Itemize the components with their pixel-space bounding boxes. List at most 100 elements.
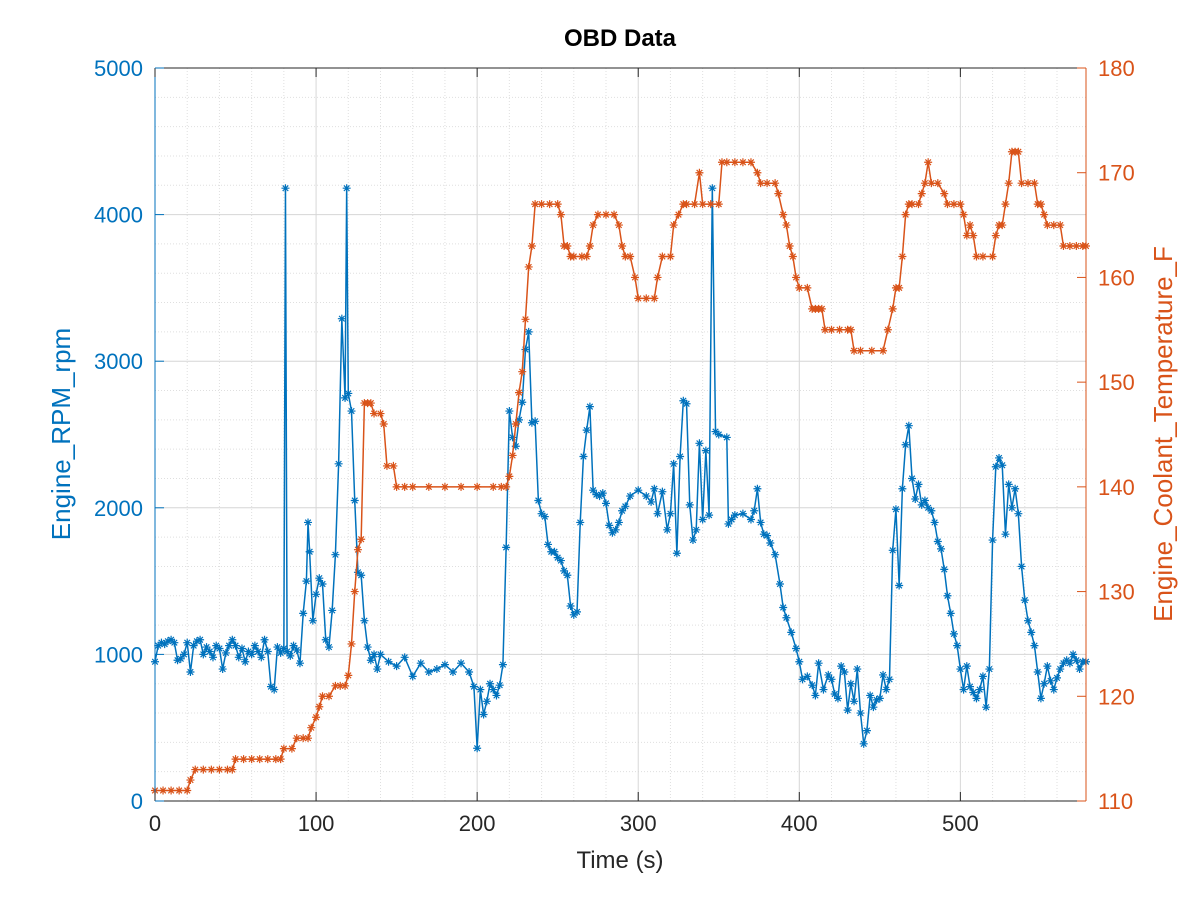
rpm-point bbox=[221, 648, 230, 657]
rpm-point bbox=[347, 407, 356, 416]
rpm-point bbox=[792, 644, 801, 653]
rpm-point bbox=[972, 694, 981, 703]
rpm-point bbox=[534, 496, 543, 505]
rpm-point bbox=[334, 459, 343, 468]
rpm-point bbox=[824, 670, 833, 679]
rpm-point bbox=[701, 446, 710, 455]
coolant-point bbox=[988, 252, 997, 261]
rpm-point bbox=[840, 667, 849, 676]
coolant-point bbox=[940, 189, 949, 198]
coolant-point bbox=[424, 482, 433, 491]
rpm-point bbox=[605, 521, 614, 530]
rpm-point bbox=[708, 184, 717, 193]
rpm-point bbox=[811, 691, 820, 700]
rpm-point bbox=[908, 474, 917, 483]
coolant-point bbox=[924, 158, 933, 167]
coolant-point bbox=[630, 273, 639, 282]
rpm-point bbox=[676, 452, 685, 461]
rpm-point bbox=[263, 647, 272, 656]
rpm-point bbox=[511, 442, 520, 451]
coolant-point bbox=[614, 221, 623, 230]
coolant-point bbox=[827, 325, 836, 334]
coolant-point bbox=[392, 482, 401, 491]
rpm-point bbox=[1004, 480, 1013, 489]
rpm-point bbox=[505, 407, 514, 416]
coolant-point bbox=[1001, 200, 1010, 209]
coolant-point bbox=[239, 755, 248, 764]
rpm-point bbox=[930, 518, 939, 527]
rpm-point bbox=[366, 656, 375, 665]
coolant-point bbox=[774, 189, 783, 198]
rpm-point bbox=[843, 706, 852, 715]
rpm-point bbox=[244, 647, 253, 656]
coolant-point bbox=[292, 734, 301, 743]
rpm-point bbox=[183, 638, 192, 647]
coolant-point bbox=[389, 461, 398, 470]
coolant-point bbox=[846, 325, 855, 334]
rpm-point bbox=[457, 659, 466, 668]
rpm-point bbox=[1014, 509, 1023, 518]
rpm-point bbox=[850, 697, 859, 706]
coolant-point bbox=[585, 242, 594, 251]
rpm-point bbox=[1059, 659, 1068, 668]
coolant-point bbox=[347, 639, 356, 648]
rpm-point bbox=[959, 685, 968, 694]
rpm-point bbox=[911, 495, 920, 504]
rpm-point bbox=[1046, 676, 1055, 685]
coolant-point bbox=[1040, 210, 1049, 219]
coolant-point bbox=[1004, 179, 1013, 188]
coolant-point bbox=[350, 587, 359, 596]
coolant-point bbox=[621, 252, 630, 261]
rpm-point bbox=[837, 662, 846, 671]
y-left-tick-label: 5000 bbox=[94, 56, 143, 81]
rpm-point bbox=[962, 662, 971, 671]
coolant-point bbox=[524, 262, 533, 271]
rpm-point bbox=[803, 672, 812, 681]
y-axis-left-label: Engine_RPM_rpm bbox=[46, 328, 76, 540]
coolant-point bbox=[959, 210, 968, 219]
rpm-point bbox=[196, 635, 205, 644]
coolant-point bbox=[331, 681, 340, 690]
coolant-point bbox=[497, 482, 506, 491]
coolant-point bbox=[299, 734, 308, 743]
rpm-point bbox=[202, 643, 211, 652]
coolant-point bbox=[563, 242, 572, 251]
rpm-point bbox=[328, 606, 337, 615]
coolant-point bbox=[537, 200, 546, 209]
rpm-point bbox=[432, 665, 441, 674]
coolant-point bbox=[1049, 221, 1058, 230]
coolant-point bbox=[223, 765, 232, 774]
coolant-point bbox=[344, 671, 353, 680]
rpm-point bbox=[465, 667, 474, 676]
rpm-point bbox=[342, 184, 351, 193]
rpm-point bbox=[949, 629, 958, 638]
rpm-point bbox=[982, 703, 991, 712]
coolant-point bbox=[593, 210, 602, 219]
rpm-point bbox=[711, 427, 720, 436]
rpm-point bbox=[247, 650, 256, 659]
coolant-point bbox=[457, 482, 466, 491]
rpm-point bbox=[608, 528, 617, 537]
rpm-point bbox=[592, 490, 601, 499]
coolant-point bbox=[642, 294, 651, 303]
rpm-point bbox=[917, 500, 926, 509]
rpm-point bbox=[357, 571, 366, 580]
coolant-point bbox=[315, 702, 324, 711]
rpm-point bbox=[286, 651, 295, 660]
coolant-point bbox=[788, 252, 797, 261]
rpm-point bbox=[476, 685, 485, 694]
coolant-point bbox=[1043, 221, 1052, 230]
rpm-point bbox=[722, 433, 731, 442]
coolant-point bbox=[933, 179, 942, 188]
rpm-point bbox=[199, 650, 208, 659]
rpm-point bbox=[882, 685, 891, 694]
rpm-point bbox=[416, 659, 425, 668]
rpm-point bbox=[276, 648, 285, 657]
rpm-point bbox=[759, 530, 768, 539]
rpm-point bbox=[292, 646, 301, 655]
coolant-point bbox=[763, 179, 772, 188]
rpm-point bbox=[995, 453, 1004, 462]
rpm-point bbox=[798, 675, 807, 684]
x-tick-label: 500 bbox=[942, 811, 979, 836]
